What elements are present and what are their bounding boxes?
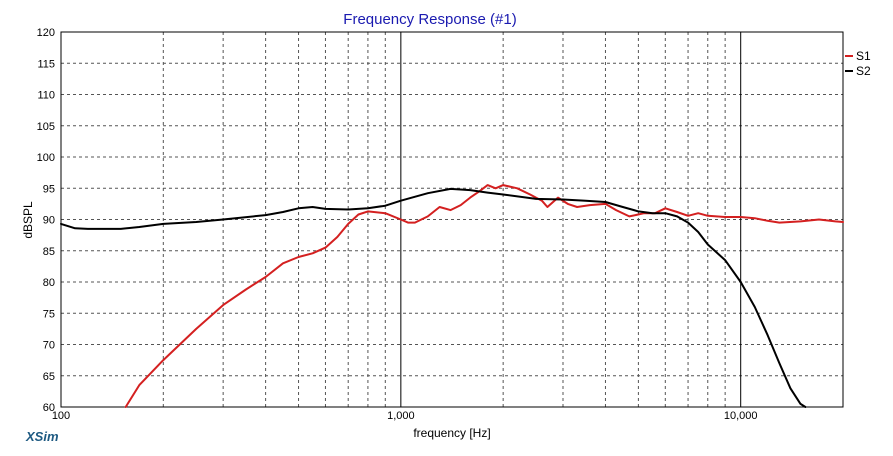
y-tick-label: 70 (43, 340, 55, 352)
series-line-s1 (124, 184, 844, 408)
legend-label-s1: S1 (856, 49, 871, 63)
y-tick-label: 120 (37, 27, 55, 39)
y-tick-label: 95 (43, 183, 55, 195)
xsim-brand-label: XSim (25, 429, 59, 444)
y-tick-label: 100 (37, 152, 55, 164)
y-tick-label: 75 (43, 308, 55, 320)
y-tick-label: 60 (43, 402, 55, 414)
legend-label-s2: S2 (856, 64, 871, 78)
chart-title: Frequency Response (#1) (343, 11, 516, 28)
y-tick-label: 80 (43, 277, 55, 289)
x-tick-label: 1,000 (387, 410, 415, 422)
plot-frame (60, 31, 844, 408)
y-tick-label: 110 (37, 90, 55, 102)
y-tick-label: 105 (37, 121, 55, 133)
series-lines (60, 184, 844, 408)
y-tick-labels: 60 65 70 75 80 85 90 95 100 105 110 115 120 (37, 27, 55, 414)
x-tick-labels: 100 1,000 10,000 (52, 410, 758, 422)
y-axis-label: dBSPL (21, 201, 35, 239)
y-tick-label: 85 (43, 246, 55, 258)
series-line-s2 (60, 187, 807, 408)
x-tick-label: 10,000 (724, 410, 758, 422)
x-axis-label: frequency [Hz] (413, 426, 490, 440)
y-tick-label: 90 (43, 215, 55, 227)
y-tick-label: 65 (43, 371, 55, 383)
y-tick-label: 115 (37, 58, 55, 70)
x-tick-label: 100 (52, 410, 70, 422)
